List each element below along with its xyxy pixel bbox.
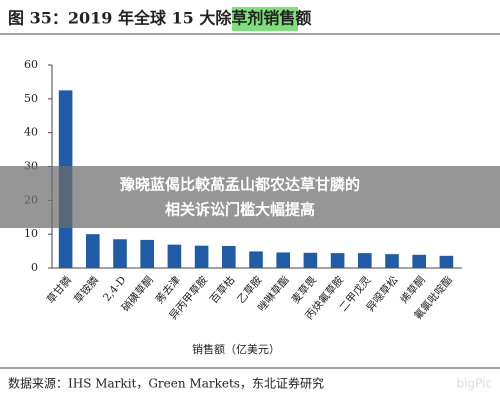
overlay-line: 豫晓蓝偈比較萵孟山都农达草甘膦的 — [120, 176, 360, 194]
bar — [113, 239, 127, 268]
bar — [194, 245, 209, 268]
source: 数据来源：IHS Markit，Green Markets，东北证券研究 — [8, 376, 324, 391]
y-tick-label: 60 — [24, 58, 38, 71]
bar — [276, 252, 290, 268]
bar — [86, 234, 100, 268]
bar — [222, 246, 236, 268]
bar — [385, 254, 399, 268]
bar — [140, 239, 154, 268]
x-axis-label: 销售额（亿美元） — [192, 342, 280, 356]
bar — [358, 253, 372, 268]
overlay-banner — [0, 166, 500, 228]
chart-title: 图 35：2019 年全球 15 大除草剂销售额 — [8, 9, 311, 28]
x-tick-label: 草铵膦 — [71, 273, 102, 306]
bar — [439, 255, 454, 268]
y-tick-label: 40 — [24, 126, 38, 139]
bar — [249, 251, 263, 268]
overlay-line: 相关诉讼门槛大幅提高 — [165, 201, 315, 219]
y-tick-label: 0 — [31, 261, 38, 274]
x-tick-label: 草甘膦 — [44, 273, 75, 306]
x-tick-label: 百草枯 — [207, 273, 238, 306]
bar — [330, 253, 345, 268]
y-tick-label: 50 — [24, 92, 38, 105]
y-tick-label: 10 — [24, 227, 38, 240]
bar — [167, 244, 182, 268]
bar — [412, 254, 426, 268]
watermark: bigPic — [457, 377, 492, 391]
bar — [303, 252, 318, 268]
title-highlight — [232, 7, 298, 31]
